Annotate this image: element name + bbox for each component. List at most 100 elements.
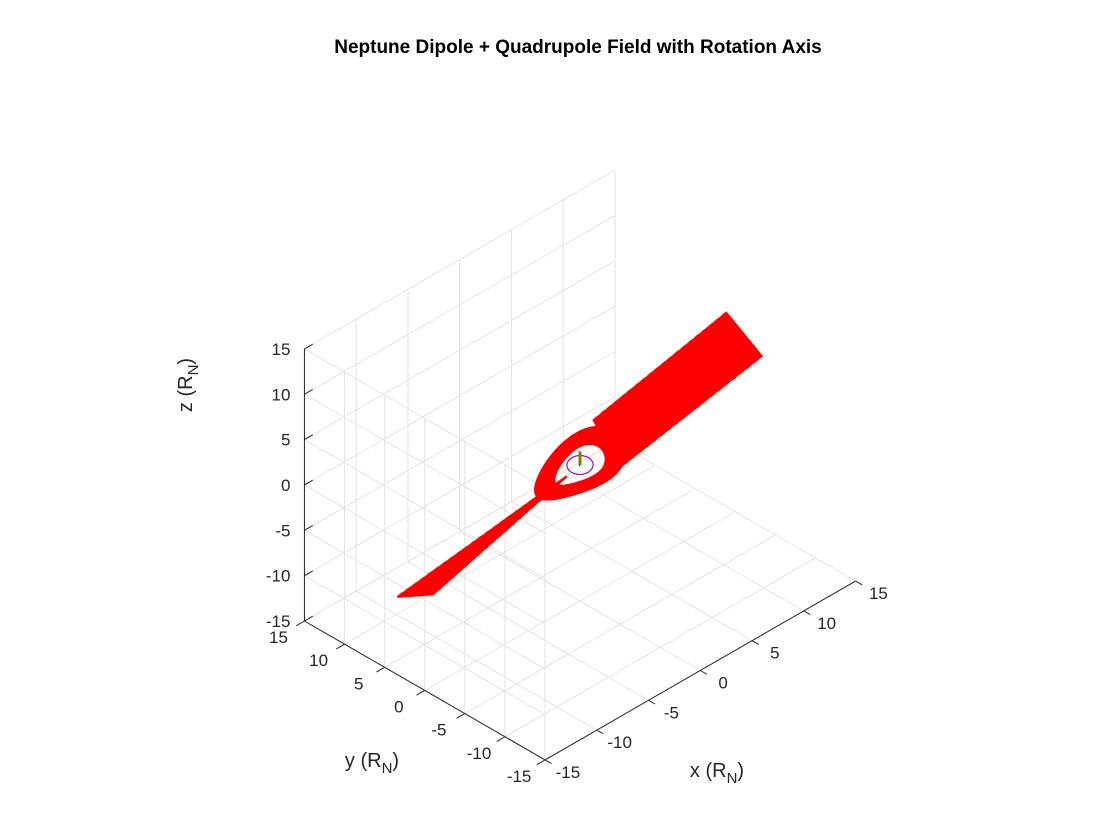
planet-surface: [566, 454, 594, 476]
field-line: [606, 335, 748, 449]
field-line: [609, 340, 752, 454]
x-tick-mark: [544, 759, 552, 765]
x-tick-label: 10: [817, 614, 836, 633]
y-axis-label-close: ): [392, 750, 399, 772]
x-tick-mark: [700, 670, 707, 675]
y-tick-mark: [456, 713, 466, 719]
y-axis-label: y (RN): [345, 750, 399, 777]
field-line: [615, 351, 761, 466]
y-tick-mark: [336, 643, 345, 650]
z-tick-label: -10: [266, 567, 291, 586]
chart-title: Neptune Dipole + Quadrupole Field with R…: [334, 37, 822, 58]
field-line: [617, 354, 764, 470]
y-tick-mark: [496, 736, 506, 742]
field-line: [607, 336, 749, 450]
grid-line-floor-y: [344, 464, 656, 645]
y-axis-label-base: y (R: [345, 750, 382, 772]
z-tick-label: -15: [266, 612, 291, 631]
field-line: [598, 321, 736, 433]
z-tick-mark: [304, 615, 313, 622]
field-line: [612, 345, 756, 460]
y-tick-mark: [416, 690, 425, 696]
field-line: [615, 350, 760, 465]
field-line: [608, 339, 751, 453]
field-line: [604, 331, 745, 444]
x-tick-label: 0: [718, 674, 727, 693]
y-tick-mark: [295, 620, 305, 627]
field-line: [593, 313, 730, 425]
field-line: [594, 315, 732, 427]
grid-line-backy-z: [304, 169, 616, 350]
y-tick-mark: [536, 759, 546, 766]
tick-layer: -15-10-5051015-15-10-5051015-15-10-50510…: [266, 340, 888, 786]
field-line: [611, 343, 755, 458]
field-line: [603, 330, 744, 443]
y-tick-label: -15: [507, 767, 532, 786]
field-line: [605, 333, 746, 447]
field-line: [595, 316, 733, 428]
x-tick-mark: [855, 580, 863, 586]
data-layer: [396, 311, 764, 599]
z-tick-label: 5: [281, 431, 290, 450]
grid-line-backx-z: [304, 348, 546, 489]
x-tick-mark: [648, 699, 656, 705]
field-line: [604, 332, 746, 445]
field-line: [601, 326, 741, 439]
z-axis-label-base: z (R: [175, 375, 197, 412]
field-line: [592, 311, 728, 422]
y-tick-label: 10: [309, 651, 328, 670]
z-tick-mark: [304, 434, 313, 441]
x-axis-label-close: ): [737, 760, 744, 782]
field-loop: [534, 425, 626, 501]
field-line: [606, 334, 747, 448]
field-line: [600, 324, 739, 437]
field-line: [617, 353, 763, 469]
y-tick-label: 15: [269, 628, 288, 647]
x-axis-label-base: x (R: [690, 760, 727, 782]
field-line: [612, 344, 756, 459]
field-line: [432, 475, 568, 596]
x-tick-label: -15: [556, 763, 581, 782]
z-tick-mark: [304, 525, 313, 531]
y-tick-label: -10: [467, 744, 492, 763]
field-line: [596, 318, 734, 430]
x-axis-label: x (RN): [690, 760, 744, 787]
y-tick-label: 0: [394, 698, 403, 717]
field-line: [597, 320, 736, 432]
y-axis-label-sub: N: [382, 760, 393, 777]
x-tick-label: 15: [869, 584, 888, 603]
z-tick-mark: [304, 570, 313, 577]
x-tick-label: -5: [664, 703, 679, 722]
field-line: [599, 323, 738, 436]
z-tick-label: 0: [281, 476, 290, 495]
label-layer: Neptune Dipole + Quadrupole Field with R…: [175, 37, 822, 787]
field-lines: [396, 311, 764, 599]
z-axis-label-close: ): [175, 358, 197, 365]
x-tick-mark: [596, 729, 604, 735]
grid-line-backy-z: [304, 215, 616, 395]
field-line: [610, 342, 754, 456]
field-line: [602, 328, 742, 441]
z-tick-label: 15: [272, 340, 291, 359]
z-axis-label-sub: N: [185, 365, 202, 376]
x-axis-label-sub: N: [727, 770, 738, 787]
grid-line-floor-x: [614, 441, 856, 582]
x-tick-label: -10: [607, 733, 632, 752]
x-tick-mark: [803, 610, 811, 616]
z-axis-label: z (RN): [175, 358, 202, 412]
field-line: [598, 322, 737, 434]
field-line: [600, 325, 740, 438]
grid-line-backx-z: [304, 393, 546, 534]
y-tick-label: 5: [354, 674, 363, 693]
field-line: [614, 349, 759, 464]
z-tick-label: -5: [275, 521, 290, 540]
field-line: [610, 341, 753, 455]
z-tick-mark: [304, 479, 313, 486]
field-line: [614, 348, 758, 462]
grid-line-floor-y: [304, 441, 616, 622]
x-tick-mark: [751, 640, 759, 645]
z-tick-mark: [304, 389, 313, 395]
field-line: [592, 312, 729, 423]
